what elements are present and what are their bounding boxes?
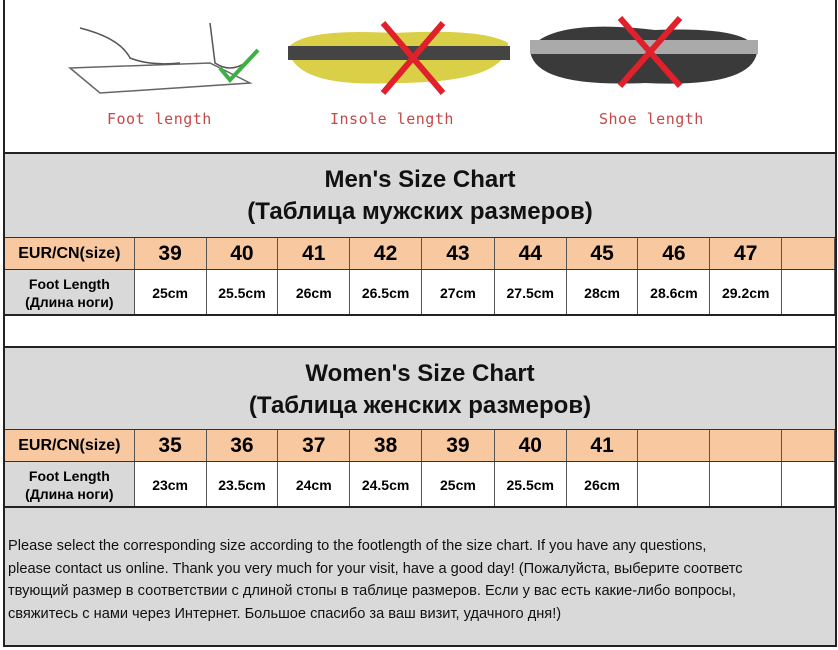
foot-length-label: Foot Length (Длина ноги) xyxy=(5,462,135,507)
size-cell: 45 xyxy=(566,238,639,270)
measurement-guide: Foot length Insole length Shoe length xyxy=(5,0,835,154)
foot-length-label-en: Foot Length xyxy=(28,276,110,292)
foot-length-cell: 25cm xyxy=(422,462,495,507)
size-label: EUR/CN(size) xyxy=(5,238,135,270)
size-cell: 41 xyxy=(278,238,351,270)
women-chart-subtitle: (Таблица женских размеров) xyxy=(248,392,592,419)
foot-length-cell: 25.5cm xyxy=(494,462,567,507)
shoe-sole-illustration xyxy=(530,16,758,88)
size-cell: 47 xyxy=(710,238,783,270)
women-size-row: EUR/CN(size) 35 36 37 38 39 40 41 xyxy=(5,429,836,462)
foot-length-label-ru: (Длина ноги) xyxy=(25,294,114,310)
foot-length-cell: 25.5cm xyxy=(206,270,279,316)
note-line: Please select the corresponding size acc… xyxy=(8,538,707,554)
foot-length-label-ru: (Длина ноги) xyxy=(25,485,114,502)
foot-length-cell xyxy=(782,270,836,316)
note-line: твующий размер в соответствии с длиной с… xyxy=(8,583,736,599)
size-selection-note: Please select the corresponding size acc… xyxy=(5,506,835,645)
size-cell: 41 xyxy=(566,430,639,462)
foot-length-cell: 23cm xyxy=(134,462,207,507)
size-cell: 40 xyxy=(206,238,279,270)
size-cell: 38 xyxy=(350,430,422,462)
size-cell xyxy=(782,430,836,462)
foot-length-cell xyxy=(782,462,836,507)
size-cell: 43 xyxy=(422,238,495,270)
foot-length-cell: 24.5cm xyxy=(350,462,422,507)
women-chart-title: Women's Size Chart xyxy=(305,360,535,387)
foot-length-illustration xyxy=(68,22,260,94)
size-cell: 46 xyxy=(638,238,711,270)
note-line: please contact us online. Thank you very… xyxy=(8,560,743,577)
foot-length-label: Foot Length (Длина ноги) xyxy=(5,270,135,316)
size-label: EUR/CN(size) xyxy=(5,430,135,462)
men-chart-header: Men's Size Chart (Таблица мужских размер… xyxy=(5,154,835,238)
foot-length-cell: 29.2cm xyxy=(710,270,783,316)
foot-length-cell xyxy=(710,462,783,507)
foot-length-cell: 26cm xyxy=(566,462,639,507)
note-line: свяжитесь с нами через Интернет. Большое… xyxy=(8,605,562,622)
insole-length-caption: Insole length xyxy=(330,110,454,128)
size-cell xyxy=(710,430,783,462)
size-cell: 36 xyxy=(206,430,279,462)
foot-length-cell: 28.6cm xyxy=(638,270,711,316)
women-foot-length-row: Foot Length (Длина ноги) 23cm 23.5cm 24cm 24.… xyxy=(5,461,836,507)
foot-length-cell: 27.5cm xyxy=(494,270,567,316)
men-chart-title: Men's Size Chart xyxy=(324,166,516,193)
foot-length-cell: 25cm xyxy=(134,270,207,316)
size-cell: 37 xyxy=(278,430,351,462)
foot-length-cell: 27cm xyxy=(422,270,495,316)
size-cell: 42 xyxy=(350,238,422,270)
foot-length-cell: 26.5cm xyxy=(350,270,422,316)
foot-length-cell: 24cm xyxy=(278,462,351,507)
size-cell xyxy=(638,430,711,462)
size-cell: 39 xyxy=(134,238,207,270)
men-size-row: EUR/CN(size) 39 40 41 42 43 44 45 46 47 xyxy=(5,237,836,270)
foot-length-cell: 26cm xyxy=(278,270,351,316)
size-chart: Foot length Insole length Shoe length Me… xyxy=(3,0,837,647)
women-chart-header: Women's Size Chart (Таблица женских разм… xyxy=(5,348,835,430)
men-chart-subtitle: (Таблица мужских размеров) xyxy=(247,198,593,225)
cross-icon xyxy=(617,16,683,88)
size-cell: 39 xyxy=(422,430,495,462)
foot-length-label-en: Foot Length xyxy=(28,467,110,484)
size-cell: 40 xyxy=(494,430,567,462)
shoe-length-caption: Shoe length xyxy=(599,110,704,128)
size-cell: 35 xyxy=(134,430,207,462)
men-foot-length-row: Foot Length (Длина ноги) 25cm 25.5cm 26cm 26.… xyxy=(5,269,836,316)
foot-length-cell: 28cm xyxy=(566,270,639,316)
spacer xyxy=(5,314,835,348)
insole-illustration xyxy=(288,21,510,95)
cross-icon xyxy=(380,21,446,95)
check-icon xyxy=(218,48,260,84)
size-cell: 44 xyxy=(494,238,567,270)
foot-length-caption: Foot length xyxy=(107,110,212,128)
foot-length-cell: 23.5cm xyxy=(206,462,279,507)
size-cell xyxy=(782,238,836,270)
foot-length-cell xyxy=(638,462,711,507)
